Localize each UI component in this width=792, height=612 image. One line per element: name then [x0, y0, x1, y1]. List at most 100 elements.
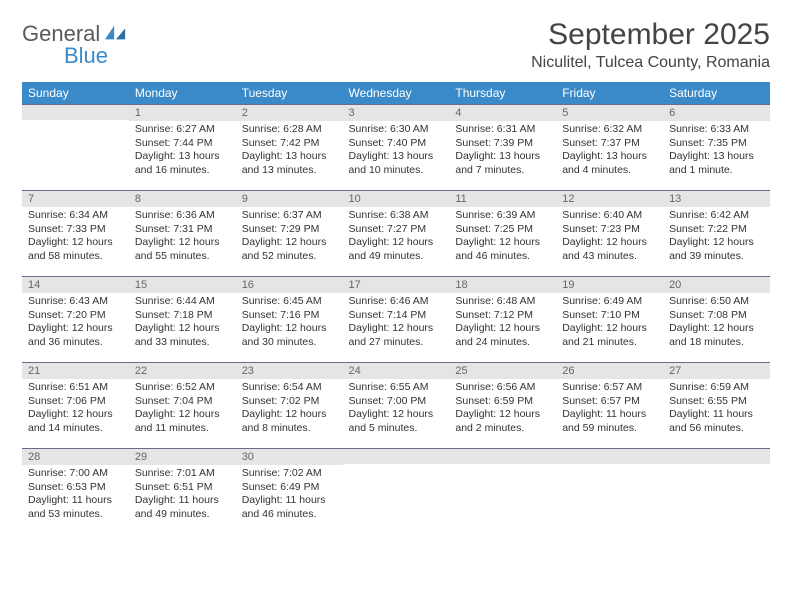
calendar-cell: 10Sunrise: 6:38 AMSunset: 7:27 PMDayligh…	[343, 190, 450, 276]
day-line: Sunset: 6:53 PM	[28, 481, 123, 495]
day-line: Daylight: 12 hours and 14 minutes.	[28, 408, 123, 435]
day-line: Sunset: 7:02 PM	[242, 395, 337, 409]
day-line: Daylight: 12 hours and 27 minutes.	[349, 322, 444, 349]
day-body: Sunrise: 6:40 AMSunset: 7:23 PMDaylight:…	[556, 207, 663, 268]
day-line: Daylight: 11 hours and 59 minutes.	[562, 408, 657, 435]
day-number	[449, 448, 556, 464]
day-header: Saturday	[663, 82, 770, 104]
day-line: Sunrise: 6:48 AM	[455, 295, 550, 309]
day-line: Sunrise: 6:45 AM	[242, 295, 337, 309]
day-line: Sunset: 7:10 PM	[562, 309, 657, 323]
day-line: Daylight: 12 hours and 30 minutes.	[242, 322, 337, 349]
day-number: 21	[22, 362, 129, 379]
day-line: Sunrise: 7:01 AM	[135, 467, 230, 481]
day-number: 20	[663, 276, 770, 293]
day-number: 3	[343, 104, 450, 121]
day-number: 4	[449, 104, 556, 121]
day-line: Daylight: 12 hours and 36 minutes.	[28, 322, 123, 349]
day-number: 26	[556, 362, 663, 379]
day-line: Sunrise: 6:30 AM	[349, 123, 444, 137]
day-body: Sunrise: 6:38 AMSunset: 7:27 PMDaylight:…	[343, 207, 450, 268]
day-body: Sunrise: 6:57 AMSunset: 6:57 PMDaylight:…	[556, 379, 663, 440]
calendar-cell: 20Sunrise: 6:50 AMSunset: 7:08 PMDayligh…	[663, 276, 770, 362]
calendar-week-row: 21Sunrise: 6:51 AMSunset: 7:06 PMDayligh…	[22, 362, 770, 448]
day-line: Sunrise: 6:54 AM	[242, 381, 337, 395]
day-line: Sunset: 7:37 PM	[562, 137, 657, 151]
day-number	[556, 448, 663, 464]
day-line: Sunrise: 6:27 AM	[135, 123, 230, 137]
day-line: Sunset: 6:51 PM	[135, 481, 230, 495]
day-line: Sunset: 6:49 PM	[242, 481, 337, 495]
day-number: 8	[129, 190, 236, 207]
day-body: Sunrise: 7:01 AMSunset: 6:51 PMDaylight:…	[129, 465, 236, 526]
calendar-cell: 2Sunrise: 6:28 AMSunset: 7:42 PMDaylight…	[236, 104, 343, 190]
calendar-cell: 14Sunrise: 6:43 AMSunset: 7:20 PMDayligh…	[22, 276, 129, 362]
day-number: 13	[663, 190, 770, 207]
day-body: Sunrise: 6:37 AMSunset: 7:29 PMDaylight:…	[236, 207, 343, 268]
day-line: Sunset: 7:18 PM	[135, 309, 230, 323]
day-header: Monday	[129, 82, 236, 104]
logo-sail-icon	[105, 25, 127, 41]
calendar-cell: 18Sunrise: 6:48 AMSunset: 7:12 PMDayligh…	[449, 276, 556, 362]
day-line: Sunset: 7:25 PM	[455, 223, 550, 237]
calendar-cell: 28Sunrise: 7:00 AMSunset: 6:53 PMDayligh…	[22, 448, 129, 534]
calendar-cell: 7Sunrise: 6:34 AMSunset: 7:33 PMDaylight…	[22, 190, 129, 276]
day-line: Sunrise: 7:00 AM	[28, 467, 123, 481]
day-body: Sunrise: 6:59 AMSunset: 6:55 PMDaylight:…	[663, 379, 770, 440]
calendar-cell	[663, 448, 770, 534]
day-line: Sunset: 7:27 PM	[349, 223, 444, 237]
day-line: Daylight: 12 hours and 24 minutes.	[455, 322, 550, 349]
day-line: Sunrise: 6:28 AM	[242, 123, 337, 137]
day-header: Friday	[556, 82, 663, 104]
day-line: Daylight: 12 hours and 46 minutes.	[455, 236, 550, 263]
day-body: Sunrise: 6:50 AMSunset: 7:08 PMDaylight:…	[663, 293, 770, 354]
day-line: Sunset: 6:57 PM	[562, 395, 657, 409]
day-body: Sunrise: 6:56 AMSunset: 6:59 PMDaylight:…	[449, 379, 556, 440]
day-body: Sunrise: 6:28 AMSunset: 7:42 PMDaylight:…	[236, 121, 343, 182]
day-number: 27	[663, 362, 770, 379]
logo-text: General Blue	[22, 24, 127, 68]
day-line: Daylight: 12 hours and 43 minutes.	[562, 236, 657, 263]
day-line: Daylight: 12 hours and 5 minutes.	[349, 408, 444, 435]
day-body: Sunrise: 6:36 AMSunset: 7:31 PMDaylight:…	[129, 207, 236, 268]
day-line: Sunrise: 6:34 AM	[28, 209, 123, 223]
calendar-cell: 16Sunrise: 6:45 AMSunset: 7:16 PMDayligh…	[236, 276, 343, 362]
day-number: 22	[129, 362, 236, 379]
day-line: Sunset: 7:35 PM	[669, 137, 764, 151]
header: General Blue September 2025 Niculitel, T…	[22, 18, 770, 80]
day-line: Daylight: 12 hours and 2 minutes.	[455, 408, 550, 435]
page-title: September 2025	[531, 18, 770, 52]
calendar-cell: 26Sunrise: 6:57 AMSunset: 6:57 PMDayligh…	[556, 362, 663, 448]
day-line: Sunset: 7:44 PM	[135, 137, 230, 151]
day-header-row: Sunday Monday Tuesday Wednesday Thursday…	[22, 82, 770, 104]
day-number: 23	[236, 362, 343, 379]
day-header: Sunday	[22, 82, 129, 104]
day-line: Sunrise: 6:55 AM	[349, 381, 444, 395]
day-number: 11	[449, 190, 556, 207]
day-line: Sunset: 7:06 PM	[28, 395, 123, 409]
day-line: Sunrise: 6:57 AM	[562, 381, 657, 395]
day-number: 16	[236, 276, 343, 293]
logo: General Blue	[22, 24, 127, 68]
day-number: 10	[343, 190, 450, 207]
day-number: 1	[129, 104, 236, 121]
day-line: Daylight: 13 hours and 7 minutes.	[455, 150, 550, 177]
day-body: Sunrise: 6:32 AMSunset: 7:37 PMDaylight:…	[556, 121, 663, 182]
day-line: Daylight: 11 hours and 49 minutes.	[135, 494, 230, 521]
calendar-cell: 8Sunrise: 6:36 AMSunset: 7:31 PMDaylight…	[129, 190, 236, 276]
day-body: Sunrise: 6:52 AMSunset: 7:04 PMDaylight:…	[129, 379, 236, 440]
day-line: Daylight: 12 hours and 33 minutes.	[135, 322, 230, 349]
calendar-cell: 24Sunrise: 6:55 AMSunset: 7:00 PMDayligh…	[343, 362, 450, 448]
calendar-cell	[449, 448, 556, 534]
day-body: Sunrise: 6:54 AMSunset: 7:02 PMDaylight:…	[236, 379, 343, 440]
day-line: Sunrise: 6:40 AM	[562, 209, 657, 223]
day-line: Sunrise: 6:31 AM	[455, 123, 550, 137]
day-body: Sunrise: 6:48 AMSunset: 7:12 PMDaylight:…	[449, 293, 556, 354]
calendar-cell: 6Sunrise: 6:33 AMSunset: 7:35 PMDaylight…	[663, 104, 770, 190]
day-line: Sunset: 7:12 PM	[455, 309, 550, 323]
day-body: Sunrise: 6:31 AMSunset: 7:39 PMDaylight:…	[449, 121, 556, 182]
day-line: Daylight: 13 hours and 10 minutes.	[349, 150, 444, 177]
calendar-table: Sunday Monday Tuesday Wednesday Thursday…	[22, 82, 770, 534]
calendar-cell: 13Sunrise: 6:42 AMSunset: 7:22 PMDayligh…	[663, 190, 770, 276]
day-line: Sunrise: 6:43 AM	[28, 295, 123, 309]
